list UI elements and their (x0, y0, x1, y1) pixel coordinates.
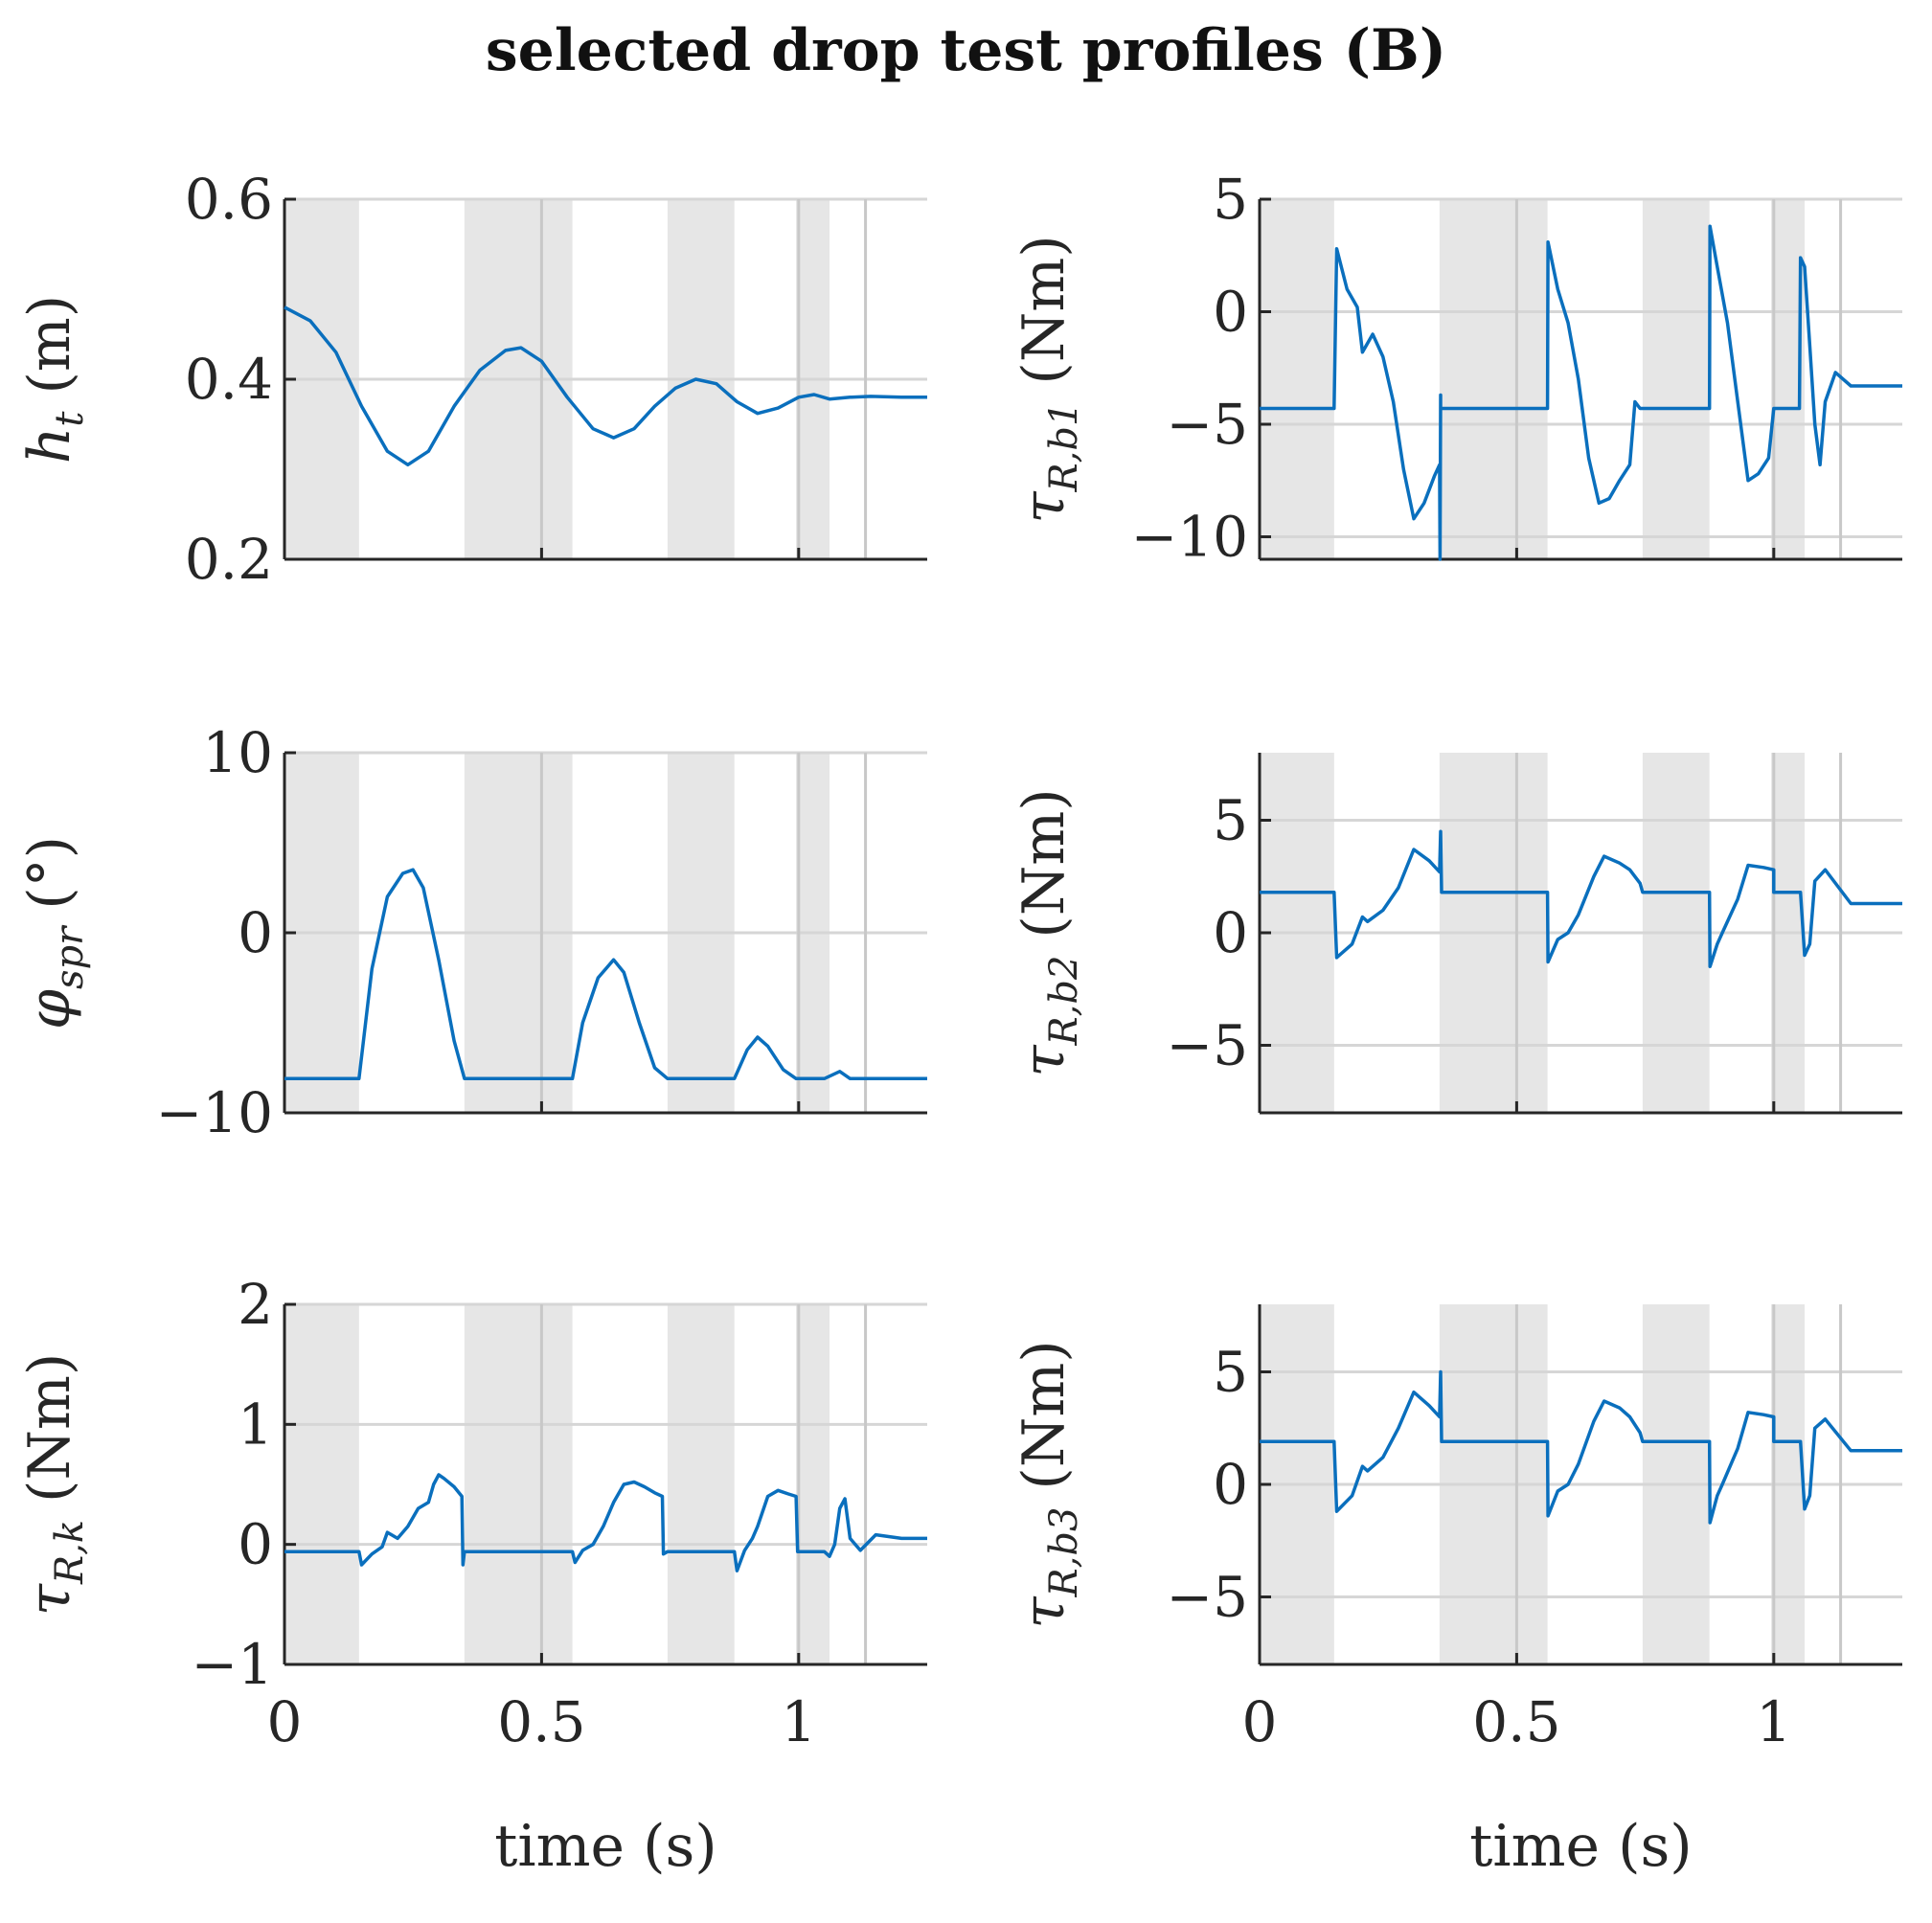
shaded-interval (667, 1304, 735, 1664)
y-label-unit: (Nm) (1011, 788, 1078, 938)
y-label-symbol: τ (1011, 1045, 1078, 1077)
shaded-interval (1439, 199, 1548, 559)
y-tick-label: −10 (1131, 505, 1248, 570)
figure-title: selected drop test profiles (B) (485, 17, 1447, 84)
panel-ht: 0.2 0.4 0.6 ht (m) (16, 167, 927, 592)
series-line (284, 1473, 927, 1572)
y-tick-label: −5 (1167, 392, 1249, 457)
y-label-unit: (°) (16, 836, 83, 910)
y-axis-label: τR,k (Nm) (16, 1353, 92, 1617)
y-tick-label: 0.6 (185, 167, 273, 232)
series-line (284, 868, 927, 1081)
y-label-unit: (m) (16, 295, 83, 395)
x-tick-label: 1 (781, 1689, 816, 1754)
y-tick-label: −5 (1167, 1565, 1249, 1630)
y-label-symbol: τ (16, 1583, 83, 1616)
y-label-subscript: R,b2 (1042, 956, 1086, 1047)
series-line (284, 305, 927, 467)
panel-phi: −10 0 10 φspr (°) (16, 720, 927, 1145)
y-tick-label: 0 (238, 1512, 273, 1577)
x-axis-label: time (s) (1469, 1813, 1692, 1880)
shaded-interval (464, 1304, 573, 1664)
y-tick-label: 1 (238, 1391, 273, 1457)
series-line (1260, 224, 1902, 561)
x-tick-label: 0.5 (497, 1689, 585, 1754)
y-axis-label: τR,b1 (Nm) (1011, 235, 1086, 523)
y-tick-label: −5 (1167, 1013, 1249, 1078)
y-tick-label: 0 (1213, 1452, 1248, 1517)
y-label-symbol: φ (16, 989, 83, 1029)
y-axis-label: τR,b3 (Nm) (1011, 1340, 1086, 1628)
shaded-interval (796, 1304, 830, 1664)
y-label-symbol: τ (1011, 491, 1078, 524)
x-axis-label: time (s) (494, 1813, 716, 1880)
x-tick-label: 0.5 (1472, 1689, 1560, 1754)
y-axis-label: ht (m) (16, 295, 92, 464)
y-label-symbol: τ (1011, 1596, 1078, 1629)
y-label-unit: (Nm) (1011, 235, 1078, 384)
y-tick-label: 0 (1213, 900, 1248, 965)
y-label-unit: (Nm) (16, 1353, 83, 1503)
y-axis-label: φspr (°) (16, 836, 92, 1029)
panel-tau_b3: −5 0 5 0 0.5 1 time (s) τR,b3 (Nm) (1011, 1304, 1902, 1880)
x-tick-label: 0 (267, 1689, 303, 1754)
panel-tau_b2: −5 0 5 τR,b2 (Nm) (1011, 753, 1902, 1115)
y-label-subscript: R,b3 (1042, 1507, 1086, 1598)
series-line (1260, 1369, 1902, 1525)
y-tick-label: 0.2 (185, 527, 273, 592)
y-label-unit: (Nm) (1011, 1340, 1078, 1489)
y-label-subscript: t (48, 411, 92, 427)
shaded-interval (1642, 199, 1710, 559)
y-label-subscript: R,k (48, 1520, 92, 1585)
y-tick-label: 5 (1213, 167, 1248, 232)
y-axis-label: τR,b2 (Nm) (1011, 788, 1086, 1076)
y-tick-label: 5 (1213, 788, 1248, 853)
y-tick-label: 0.4 (185, 347, 273, 412)
y-tick-label: −1 (192, 1632, 274, 1697)
y-tick-label: 10 (202, 720, 273, 785)
series-line (1260, 829, 1902, 969)
y-tick-label: 0 (238, 900, 273, 965)
shaded-interval (1260, 199, 1334, 559)
y-tick-label: 5 (1213, 1340, 1248, 1405)
y-tick-label: 2 (238, 1272, 273, 1337)
y-label-symbol: h (16, 427, 83, 464)
panel-tau_b1: −10 −5 0 5 τR,b1 (Nm) (1011, 167, 1902, 570)
shaded-interval (284, 1304, 359, 1664)
y-label-subscript: spr (48, 924, 92, 989)
y-label-subscript: R,b1 (1042, 402, 1086, 493)
y-tick-label: −10 (156, 1080, 273, 1145)
y-tick-label: 0 (1213, 280, 1248, 345)
x-tick-label: 0 (1242, 1689, 1278, 1754)
x-tick-label: 1 (1756, 1689, 1791, 1754)
